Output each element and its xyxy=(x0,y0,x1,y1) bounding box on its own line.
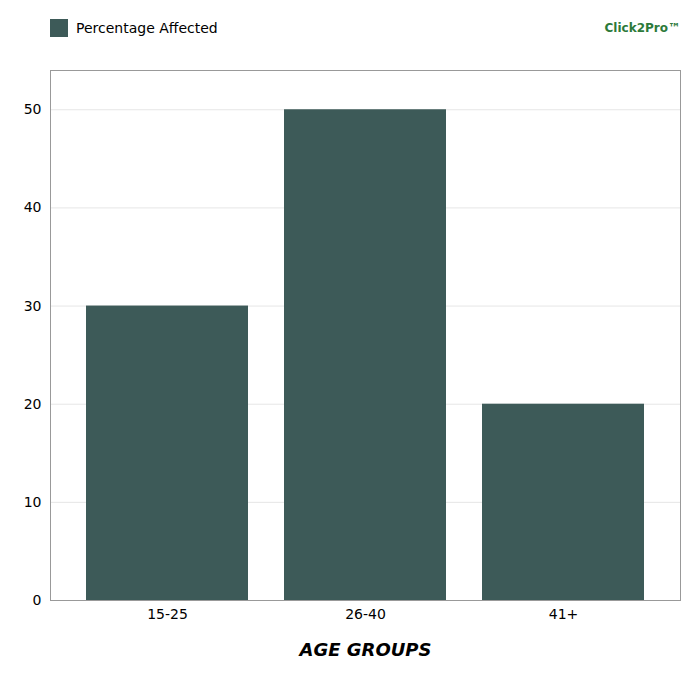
svg-text:15-25: 15-25 xyxy=(147,606,188,622)
svg-text:30: 30 xyxy=(24,298,42,314)
svg-text:10: 10 xyxy=(24,494,42,510)
svg-text:26-40: 26-40 xyxy=(345,606,386,622)
svg-text:0: 0 xyxy=(33,592,42,608)
html-text:Percentage Affected: Percentage Affected xyxy=(76,20,218,36)
svg-text:AGE GROUPS: AGE GROUPS xyxy=(298,639,432,660)
svg-text:20: 20 xyxy=(24,396,42,412)
svg-text:50: 50 xyxy=(24,101,42,117)
svg-text:40: 40 xyxy=(24,199,42,215)
html-text:Click2Pro™: Click2Pro™ xyxy=(604,21,680,35)
svg-text:41+: 41+ xyxy=(549,606,579,622)
